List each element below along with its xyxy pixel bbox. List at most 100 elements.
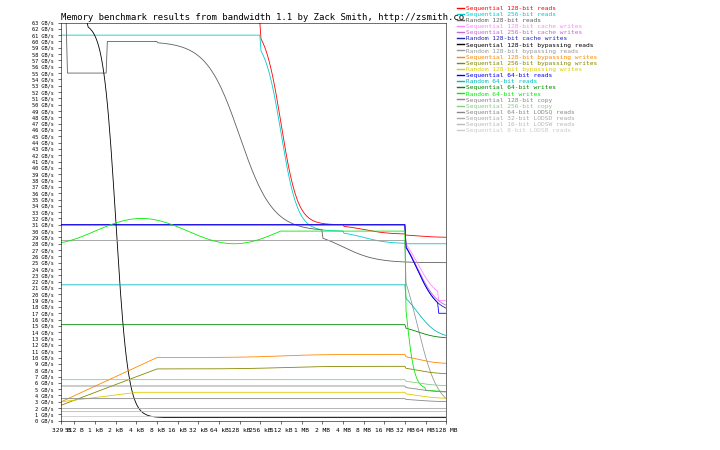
Random 64-bit reads (361, 282, 369, 288)
Sequential 64-bit writes (107, 322, 115, 327)
Sequential 128-bit reads (441, 234, 450, 240)
Sequential 32-bit LODSD reads (57, 405, 66, 411)
Random 64-bit writes (441, 389, 450, 394)
Sequential 128-bit copy (256, 383, 264, 389)
Random 128-bit reads (256, 185, 264, 190)
Sequential 64-bit LODSQ reads (441, 399, 450, 404)
Sequential 128-bit reads (351, 225, 360, 231)
Sequential 256-bit copy (348, 377, 356, 382)
Sequential 32-bit LODSD reads (351, 405, 360, 411)
Random 64-bit writes (340, 229, 348, 234)
Sequential 64-bit LODSQ reads (107, 396, 115, 401)
Line: Sequential 256-bit bypassing writes: Sequential 256-bit bypassing writes (61, 366, 446, 405)
Sequential 128-bit bypassing writes (57, 399, 66, 405)
Sequential 256-bit copy (338, 377, 347, 382)
Sequential 256-bit bypassing writes (361, 364, 369, 369)
Sequential 8-bit LODSB reads (441, 413, 450, 418)
Sequential 64-bit reads (107, 222, 115, 228)
Sequential 256-bit copy (441, 383, 450, 388)
Sequential 128-bit cache writes (441, 298, 450, 303)
Sequential 256-bit bypassing writes (338, 364, 347, 369)
Sequential 128-bit reads (57, 20, 66, 25)
Sequential 256-bit reads (348, 232, 356, 238)
Sequential 64-bit reads (441, 310, 450, 316)
Random 128-bit bypassing writes (353, 390, 361, 395)
Random 128-bit bypassing reads (441, 396, 450, 401)
Sequential 16-bit LODSW reads (441, 409, 450, 414)
Legend: Sequential 128-bit reads, Sequential 256-bit reads, Random 128-bit reads, Sequen: Sequential 128-bit reads, Sequential 256… (456, 5, 598, 133)
Random 128-bit bypassing writes (57, 399, 66, 405)
Sequential 256-bit reads (338, 228, 347, 234)
Sequential 64-bit writes (441, 335, 450, 341)
Sequential 64-bit reads (348, 222, 356, 228)
Random 128-bit cache writes (361, 222, 369, 228)
Random 64-bit reads (351, 282, 360, 288)
Random 128-bit reads (57, 20, 66, 25)
Line: Sequential 256-bit reads: Sequential 256-bit reads (61, 35, 446, 244)
Sequential 64-bit LODSQ reads (348, 396, 356, 401)
Sequential 64-bit reads (57, 222, 66, 228)
Sequential 256-bit cache writes (348, 222, 356, 228)
Sequential 16-bit LODSW reads (107, 409, 115, 414)
Sequential 64-bit reads (361, 222, 369, 228)
Sequential 128-bit reads (361, 227, 369, 233)
Sequential 256-bit copy (256, 377, 264, 382)
Sequential 256-bit cache writes (256, 222, 264, 228)
Sequential 8-bit LODSB reads (361, 413, 369, 418)
Random 128-bit bypassing reads (361, 238, 369, 243)
Sequential 256-bit reads (402, 241, 410, 247)
Random 128-bit bypassing writes (340, 390, 348, 395)
Sequential 128-bit copy (441, 389, 450, 395)
Sequential 32-bit LODSD reads (107, 405, 115, 411)
Sequential 256-bit reads (256, 32, 264, 38)
Sequential 64-bit reads (338, 222, 347, 228)
Sequential 128-bit cache writes (256, 222, 264, 228)
Sequential 256-bit bypassing writes (400, 364, 409, 369)
Random 128-bit bypassing writes (349, 390, 358, 395)
Random 128-bit cache writes (107, 222, 115, 228)
Random 128-bit reads (441, 260, 450, 265)
Sequential 256-bit bypassing writes (57, 402, 66, 408)
Random 128-bit bypassing reads (256, 238, 264, 243)
Sequential 32-bit LODSD reads (256, 405, 264, 411)
Sequential 64-bit writes (361, 322, 369, 327)
Sequential 256-bit reads (351, 233, 360, 238)
Sequential 64-bit writes (338, 322, 347, 327)
Sequential 128-bit bypassing reads (441, 415, 450, 420)
Random 128-bit reads (348, 248, 356, 254)
Sequential 64-bit LODSQ reads (338, 396, 347, 401)
Sequential 128-bit copy (57, 383, 66, 389)
Sequential 8-bit LODSB reads (107, 413, 115, 418)
Sequential 8-bit LODSB reads (256, 413, 264, 418)
Random 64-bit reads (256, 282, 264, 288)
Sequential 128-bit bypassing reads (57, 20, 66, 25)
Random 128-bit bypassing reads (348, 238, 356, 243)
Sequential 32-bit LODSD reads (441, 405, 450, 411)
Sequential 64-bit LODSQ reads (351, 396, 360, 401)
Sequential 64-bit reads (256, 222, 264, 228)
Sequential 8-bit LODSB reads (348, 413, 356, 418)
Random 128-bit bypassing writes (441, 396, 450, 401)
Sequential 256-bit cache writes (338, 222, 347, 228)
Sequential 64-bit writes (57, 322, 66, 327)
Sequential 128-bit bypassing reads (107, 144, 115, 150)
Sequential 256-bit cache writes (351, 222, 360, 228)
Sequential 256-bit cache writes (361, 222, 369, 228)
Sequential 16-bit LODSW reads (361, 409, 369, 414)
Line: Sequential 128-bit reads: Sequential 128-bit reads (61, 22, 446, 237)
Sequential 128-bit cache writes (57, 222, 66, 228)
Sequential 256-bit reads (441, 241, 450, 247)
Random 64-bit reads (441, 333, 450, 338)
Line: Random 64-bit writes: Random 64-bit writes (61, 218, 446, 392)
Random 128-bit bypassing reads (351, 238, 360, 243)
Line: Sequential 256-bit cache writes: Sequential 256-bit cache writes (61, 225, 446, 305)
Line: Sequential 128-bit bypassing writes: Sequential 128-bit bypassing writes (61, 355, 446, 402)
Sequential 128-bit bypassing reads (348, 415, 356, 420)
Random 64-bit writes (353, 229, 361, 234)
Sequential 256-bit cache writes (57, 222, 66, 228)
Sequential 32-bit LODSD reads (338, 405, 347, 411)
Sequential 128-bit copy (107, 383, 115, 389)
Sequential 64-bit LODSQ reads (361, 396, 369, 401)
Sequential 128-bit bypassing writes (107, 376, 115, 382)
Random 128-bit cache writes (256, 222, 264, 228)
